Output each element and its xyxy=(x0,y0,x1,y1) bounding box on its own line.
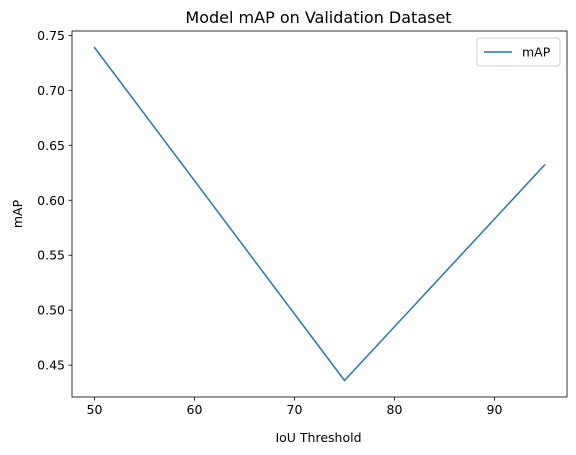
x-axis-ticks: 50 60 70 80 90 xyxy=(87,397,503,417)
y-tick-label: 0.60 xyxy=(37,193,65,208)
y-axis-ticks: 0.45 0.50 0.55 0.60 0.65 0.70 0.75 xyxy=(37,28,72,373)
x-tick-label: 90 xyxy=(487,402,503,417)
x-axis-label: IoU Threshold xyxy=(275,430,361,445)
y-tick-label: 0.55 xyxy=(37,248,65,263)
legend-entry: mAP xyxy=(522,45,551,60)
series-layer xyxy=(93,46,546,382)
x-tick-label: 50 xyxy=(87,402,103,417)
y-axis-label: mAP xyxy=(10,199,25,228)
chart-title: Model mAP on Validation Dataset xyxy=(185,8,451,27)
plot-frame xyxy=(71,30,568,398)
x-tick-label: 80 xyxy=(387,402,403,417)
legend: mAP xyxy=(476,37,561,67)
y-tick-label: 0.45 xyxy=(37,358,65,373)
legend-box xyxy=(476,37,561,67)
x-tick-label: 60 xyxy=(187,402,203,417)
y-tick-label: 0.70 xyxy=(37,83,65,98)
plot-area xyxy=(72,31,567,397)
y-tick-label: 0.65 xyxy=(37,138,65,153)
y-tick-label: 0.50 xyxy=(37,303,65,318)
series-line-map xyxy=(93,46,546,382)
x-tick-label: 70 xyxy=(287,402,303,417)
y-tick-label: 0.75 xyxy=(37,28,65,43)
